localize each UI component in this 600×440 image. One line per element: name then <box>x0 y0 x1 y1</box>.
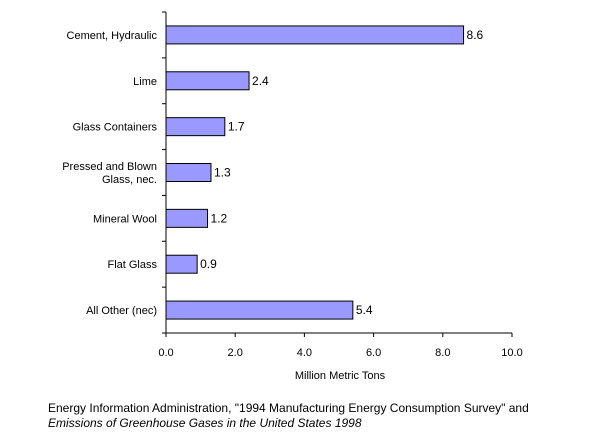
bar <box>165 300 354 320</box>
x-tick-label: 0.0 <box>158 347 173 359</box>
bar <box>165 25 465 45</box>
bar-value-label: 8.6 <box>467 28 484 42</box>
category-labels: Cement, Hydraulic Lime Glass Containers Pre… <box>62 30 157 317</box>
bars-layer <box>165 25 465 320</box>
category-label: Mineral Wool <box>93 213 157 225</box>
bar <box>165 71 250 91</box>
bar-value-label: 0.9 <box>200 257 217 271</box>
source-line-1: Energy Information Administration, "1994… <box>48 401 529 415</box>
x-tick-label: 10.0 <box>501 347 522 359</box>
bar-value-label: 1.2 <box>211 211 228 225</box>
x-tick-label: 4.0 <box>297 347 312 359</box>
category-label: Glass Containers <box>73 122 158 134</box>
value-labels: 8.6 2.4 1.7 1.3 1.2 0.9 5.4 <box>200 28 483 317</box>
bar-value-label: 1.7 <box>228 120 245 134</box>
x-tick-label: 2.0 <box>228 347 243 359</box>
bar-chart: Cement, Hydraulic Lime Glass Containers Pre… <box>62 11 523 382</box>
x-tick-label: 6.0 <box>366 347 381 359</box>
axes: 0.0 2.0 4.0 6.0 8.0 10.0 <box>158 11 523 359</box>
bar <box>165 208 209 228</box>
bar <box>165 254 198 274</box>
bar-value-label: 5.4 <box>356 303 373 317</box>
x-tick-label: 8.0 <box>435 347 450 359</box>
bar <box>165 117 226 137</box>
category-label: Lime <box>133 76 157 88</box>
bar-value-label: 1.3 <box>214 166 231 180</box>
source-line-2: Emissions of Greenhouse Gases in the Uni… <box>48 416 362 430</box>
bar-value-label: 2.4 <box>252 74 269 88</box>
category-label: Cement, Hydraulic <box>67 30 158 42</box>
category-label: Pressed and Blown Glass, nec. <box>62 161 157 186</box>
source-note: Energy Information Administration, "1994… <box>48 401 588 431</box>
x-axis-title: Million Metric Tons <box>295 370 386 382</box>
bar <box>165 163 212 182</box>
category-label: All Other (nec) <box>86 305 157 317</box>
category-label: Flat Glass <box>107 259 157 271</box>
